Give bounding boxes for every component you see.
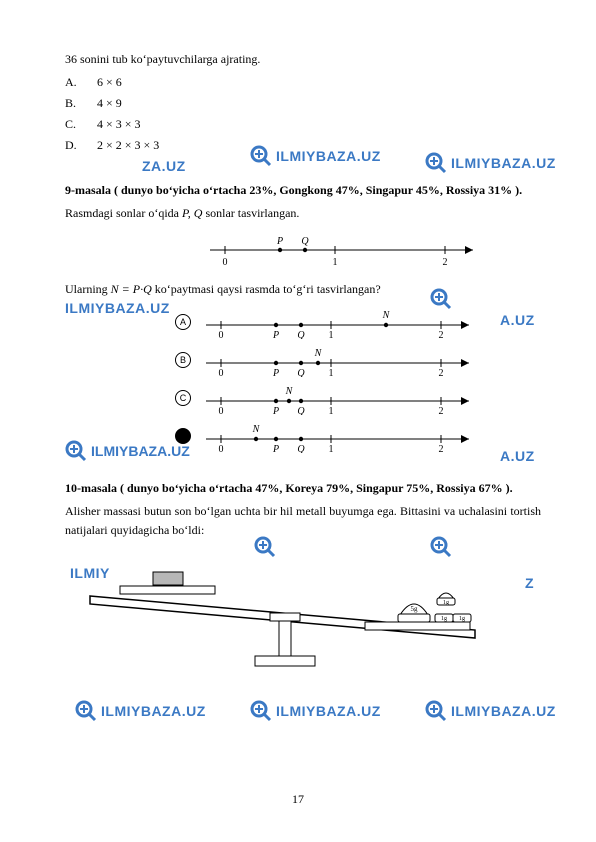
label-Q: Q <box>301 236 309 247</box>
q9-option-C: C 0 1 2 P Q N <box>175 381 541 415</box>
q9-line1-pq: P, Q <box>182 206 202 220</box>
svg-text:Q: Q <box>297 330 305 339</box>
q9-line2-pre: Ularning <box>65 282 111 296</box>
svg-text:Q: Q <box>297 368 305 377</box>
svg-text:N: N <box>285 386 294 397</box>
q9-option-D: 0 1 2 P Q N <box>175 419 541 453</box>
q9-line2-post: ko‘paytmasi qaysi rasmda to‘g‘ri tasvirl… <box>152 282 381 296</box>
svg-text:2: 2 <box>439 330 444 339</box>
numberline-given-svg: 0 1 2 P Q <box>205 234 485 268</box>
q9-option-B: B 0 1 2 P Q N <box>175 343 541 377</box>
svg-text:1: 1 <box>329 444 334 453</box>
svg-text:0: 0 <box>219 444 224 453</box>
svg-text:0: 0 <box>219 406 224 415</box>
svg-text:N: N <box>314 348 323 359</box>
option-circle-A: A <box>175 314 191 330</box>
weight-1g-b: 1g <box>441 616 447 622</box>
svg-text:2: 2 <box>439 444 444 453</box>
opt-answer: 4 × 9 <box>97 96 122 111</box>
opt-answer: 2 × 2 × 3 × 3 <box>97 138 159 153</box>
opt-answer: 6 × 6 <box>97 75 122 90</box>
weight-5g: 5g <box>411 605 419 613</box>
q9-option-A: A 0 1 2 P Q N <box>175 305 541 339</box>
q8-option-D: D. 2 × 2 × 3 × 3 <box>65 138 541 153</box>
q9-line1: Rasmdagi sonlar o‘qida P, Q sonlar tasvi… <box>65 204 541 223</box>
svg-text:P: P <box>272 330 279 339</box>
numberline-B-svg: 0 1 2 P Q N <box>201 343 481 377</box>
svg-text:P: P <box>272 406 279 415</box>
option-circle-D-solid <box>175 428 191 444</box>
option-circle-C: C <box>175 390 191 406</box>
q8-option-B: B. 4 × 9 <box>65 96 541 111</box>
numberline-A-svg: 0 1 2 P Q N <box>201 305 481 339</box>
q9-line1-pre: Rasmdagi sonlar o‘qida <box>65 206 182 220</box>
tick-2: 2 <box>443 257 448 268</box>
option-circle-B: B <box>175 352 191 368</box>
svg-text:0: 0 <box>219 330 224 339</box>
opt-letter: B. <box>65 96 83 111</box>
svg-text:1: 1 <box>329 330 334 339</box>
balance-svg: 5g 1g 1g 1g <box>65 548 505 688</box>
q8-option-C: C. 4 × 3 × 3 <box>65 117 541 132</box>
svg-text:Q: Q <box>297 444 305 453</box>
q10-title: 10-masala ( dunyo bo‘yicha o‘rtacha 47%,… <box>65 479 541 498</box>
tick-1: 1 <box>333 257 338 268</box>
q9-line2: Ularning N = P·Q ko‘paytmasi qaysi rasmd… <box>65 280 541 299</box>
numberline-D-svg: 0 1 2 P Q N <box>201 419 481 453</box>
opt-answer: 4 × 3 × 3 <box>97 117 141 132</box>
q9-line1-post: sonlar tasvirlangan. <box>202 206 299 220</box>
tick-0: 0 <box>223 257 228 268</box>
svg-text:2: 2 <box>439 406 444 415</box>
svg-text:Q: Q <box>297 406 305 415</box>
weight-1g-c: 1g <box>459 616 465 622</box>
opt-letter: D. <box>65 138 83 153</box>
svg-text:0: 0 <box>219 368 224 377</box>
q9-line2-expr: N = P·Q <box>111 282 152 296</box>
label-P: P <box>276 236 283 247</box>
svg-text:1: 1 <box>329 368 334 377</box>
q9-title: 9-masala ( dunyo bo‘yicha o‘rtacha 23%, … <box>65 181 541 200</box>
q10-balance-figure: 5g 1g 1g 1g <box>65 548 541 692</box>
opt-letter: A. <box>65 75 83 90</box>
numberline-C-svg: 0 1 2 P Q N <box>201 381 481 415</box>
q8-option-A: A. 6 × 6 <box>65 75 541 90</box>
svg-text:N: N <box>252 424 261 435</box>
page-number: 17 <box>0 792 596 807</box>
svg-text:P: P <box>272 444 279 453</box>
page: 36 sonini tub ko‘paytuvchilarga ajrating… <box>0 0 596 842</box>
svg-text:N: N <box>382 310 391 321</box>
q10-body: Alisher massasi butun son bo‘lgan uchta … <box>65 502 541 540</box>
svg-text:1: 1 <box>329 406 334 415</box>
opt-letter: C. <box>65 117 83 132</box>
q9-given-numberline: 0 1 2 P Q <box>205 234 541 272</box>
q8-stem: 36 sonini tub ko‘paytuvchilarga ajrating… <box>65 50 541 69</box>
svg-text:2: 2 <box>439 368 444 377</box>
svg-text:P: P <box>272 368 279 377</box>
weight-1g-top: 1g <box>443 600 449 606</box>
